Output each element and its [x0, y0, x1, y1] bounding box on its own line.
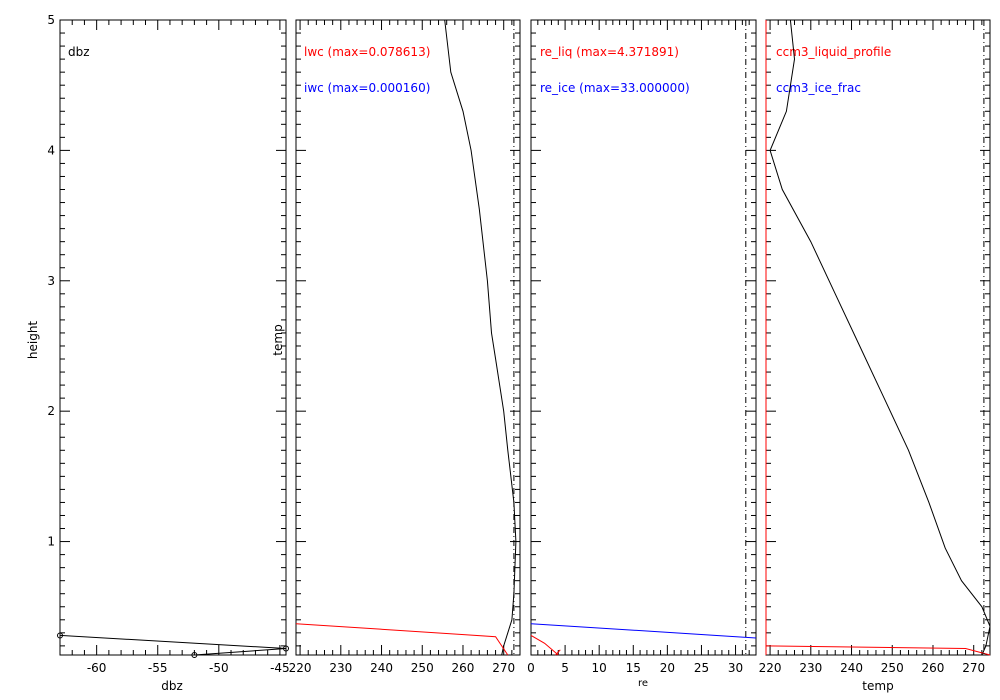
panel-2-legend-2: iwc (max=0.000160)	[304, 81, 430, 95]
panel-dbz: dbz dbz height 1 2 3 4 5 -60 -55 -50 -45	[26, 13, 290, 693]
series-line-aux	[194, 648, 287, 656]
data-point	[57, 632, 63, 639]
x-tick-label: 30	[728, 661, 743, 675]
x-tick-label: 260	[452, 661, 475, 675]
y-tick-label: 4	[47, 143, 55, 157]
x-tick-label: 20	[660, 661, 675, 675]
series-line-aux	[555, 649, 561, 656]
series-line-dbz	[59, 634, 287, 649]
x-tick-label: 5	[561, 661, 569, 675]
panel-3-xlabel: re	[638, 678, 648, 689]
panel-re: re_liq (max=4.371891) re_ice (max=33.000…	[527, 19, 757, 689]
x-tick-label: 250	[881, 661, 904, 675]
panel-lwc-iwc: lwc (max=0.078613) iwc (max=0.000160) te…	[271, 19, 521, 675]
x-tick-label: 230	[799, 661, 822, 675]
x-tick-label: 15	[626, 661, 641, 675]
x-tick-label: -50	[209, 661, 229, 675]
panel-3-legend-2: re_ice (max=33.000000)	[540, 81, 690, 95]
panel-2-legend-1: lwc (max=0.078613)	[304, 45, 430, 59]
x-tick-label: -45	[270, 661, 290, 675]
data-point	[283, 645, 289, 652]
panel-1-ylabel: height	[26, 321, 40, 360]
series-line-re_ice	[530, 623, 757, 639]
x-tick-label: 10	[592, 661, 607, 675]
series-line-lwc	[295, 623, 509, 656]
panel-1-frame	[59, 19, 287, 656]
x-tick-label: 220	[289, 661, 312, 675]
x-tick-label: 240	[840, 661, 863, 675]
panel-4-frame	[765, 19, 991, 656]
y-tick-label: 3	[47, 274, 55, 288]
panel-2-ylabel: temp	[271, 324, 285, 355]
x-tick-label: 240	[370, 661, 393, 675]
panel-3-legend-1: re_liq (max=4.371891)	[540, 45, 679, 59]
series-line-ccm3_ice_frac	[769, 19, 991, 656]
x-tick-label: -60	[87, 661, 107, 675]
y-tick-label: 5	[47, 13, 55, 27]
x-tick-label: 0	[527, 661, 535, 675]
x-tick-label: -55	[148, 661, 168, 675]
data-point	[191, 652, 198, 658]
x-tick-label: 25	[694, 661, 709, 675]
panel-4-legend-1: ccm3_liquid_profile	[776, 45, 891, 59]
x-tick-label: 230	[329, 661, 352, 675]
y-tick-label: 1	[47, 535, 55, 549]
x-tick-label: 250	[411, 661, 434, 675]
series-line-temp	[444, 19, 517, 656]
panel-1-legend-1: dbz	[68, 45, 90, 59]
x-tick-label: 270	[962, 661, 985, 675]
series-line-re_liq	[530, 634, 559, 656]
panel-1-xlabel: dbz	[161, 679, 183, 693]
panel-ccm3: ccm3_liquid_profile ccm3_ice_frac temp 2…	[759, 19, 991, 693]
x-tick-label: 220	[759, 661, 782, 675]
series-line-ccm3_liquid_profile	[765, 645, 991, 656]
x-tick-label: 270	[492, 661, 515, 675]
panel-3-frame	[530, 19, 757, 656]
panel-4-xlabel: temp	[862, 679, 893, 693]
panel-4-legend-2: ccm3_ice_frac	[776, 81, 861, 95]
y-tick-label: 2	[47, 404, 55, 418]
panel-2-frame	[295, 19, 521, 656]
x-tick-label: 260	[922, 661, 945, 675]
